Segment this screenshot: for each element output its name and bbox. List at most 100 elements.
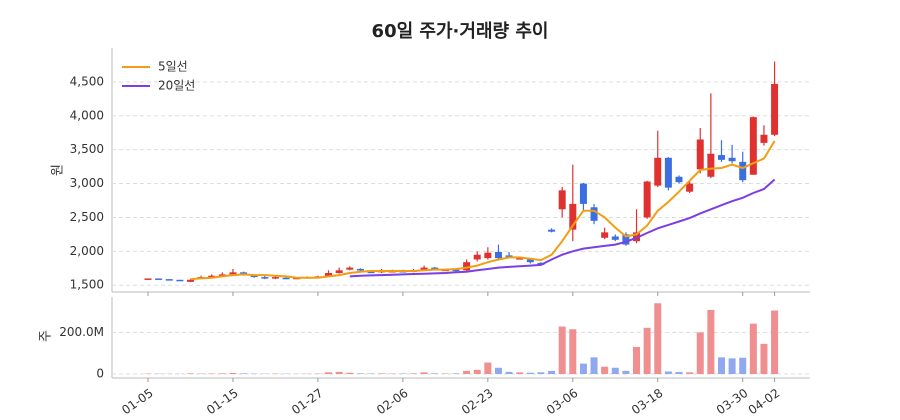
volume-bar: [494, 367, 502, 374]
x-tick-label: 03-06: [544, 386, 581, 417]
y-axis-label: 원: [51, 164, 66, 176]
candle-body: [186, 279, 194, 282]
volume-bar: [325, 372, 333, 374]
volume-bar: [558, 326, 566, 374]
volume-bar: [420, 372, 428, 374]
volume-tick-label: 200.0M: [59, 325, 104, 339]
volume-bar: [367, 373, 375, 374]
y-tick-label: 3,500: [70, 142, 104, 156]
volume-axis-label: 주: [39, 330, 54, 342]
volume-bar: [356, 373, 364, 374]
legend-label: 20일선: [158, 79, 195, 93]
volume-bar: [505, 371, 513, 374]
candle-body: [473, 254, 481, 260]
volume-bar: [760, 343, 768, 374]
candle-body: [208, 275, 216, 278]
volume-bar: [463, 370, 471, 374]
volume-bar: [739, 357, 747, 374]
candle-body: [346, 267, 354, 270]
volume-bar: [643, 327, 651, 374]
candle-body: [271, 277, 279, 279]
volume-bar: [664, 371, 672, 374]
candle-body: [494, 252, 502, 259]
volume-bar: [771, 310, 779, 374]
volume-tick-label: 0: [96, 367, 104, 381]
volume-bar: [378, 373, 386, 374]
candle-body: [526, 259, 534, 263]
candle-body: [452, 269, 460, 272]
candle-body: [155, 278, 163, 280]
candle-body: [590, 207, 598, 221]
candle-body: [548, 229, 556, 232]
x-tick-label: 03-30: [714, 386, 751, 417]
x-tick-label: 03-18: [629, 386, 666, 417]
volume-bar: [484, 362, 492, 374]
candle-body: [325, 273, 333, 277]
volume-bar: [240, 373, 248, 374]
volume-bar: [749, 323, 757, 374]
volume-bar: [186, 373, 194, 374]
volume-bar: [346, 372, 354, 374]
candle-body: [739, 161, 747, 181]
volume-bar: [452, 373, 460, 374]
y-tick-label: 1,500: [70, 278, 104, 292]
y-tick-label: 2,500: [70, 210, 104, 224]
candle-body: [463, 262, 471, 271]
candle-body: [431, 267, 439, 270]
candle-body: [611, 236, 619, 240]
volume-bar: [707, 309, 715, 374]
volume-bar: [208, 373, 216, 374]
volume-bar: [611, 367, 619, 374]
volume-bar: [526, 372, 534, 374]
candle-body: [261, 277, 269, 279]
candle-body: [558, 190, 566, 210]
candle-body: [282, 277, 290, 280]
volume-bar: [229, 372, 237, 374]
x-tick-label: 01-27: [289, 386, 326, 417]
candle-body: [505, 255, 513, 257]
ma-line: [349, 178, 776, 278]
volume-bar: [473, 369, 481, 374]
x-tick-label: 01-05: [119, 386, 156, 417]
ma-line: [190, 140, 776, 281]
candle-body: [664, 157, 672, 188]
y-tick-label: 2,000: [70, 244, 104, 258]
candle-body: [516, 258, 524, 260]
volume-bar: [686, 372, 694, 374]
candle-body: [654, 157, 662, 186]
volume-bar: [335, 371, 343, 374]
candle-body: [176, 279, 184, 282]
candle-body: [218, 274, 226, 276]
volume-bar: [728, 358, 736, 374]
candle-body: [728, 157, 736, 162]
candle-body: [229, 272, 237, 275]
x-tick-label: 01-15: [204, 386, 241, 417]
y-tick-label: 3,000: [70, 176, 104, 190]
candle-body: [144, 278, 152, 280]
volume-bar: [537, 372, 545, 374]
candle-body: [367, 271, 375, 274]
volume-bar: [633, 346, 641, 374]
volume-bar: [431, 373, 439, 374]
candle-body: [420, 267, 428, 271]
volume-bar: [399, 373, 407, 374]
candle-body: [686, 183, 694, 192]
volume-bar: [675, 371, 683, 374]
volume-bar: [548, 370, 556, 374]
volume-bar: [601, 366, 609, 374]
candle-body: [760, 134, 768, 143]
x-tick-label: 04-02: [746, 386, 783, 417]
x-tick-label: 02-06: [374, 386, 411, 417]
candle-body: [601, 232, 609, 238]
y-tick-label: 4,000: [70, 108, 104, 122]
candle-body: [707, 153, 715, 177]
volume-bar: [218, 373, 226, 374]
volume-bar: [654, 303, 662, 374]
y-tick-label: 4,500: [70, 74, 104, 88]
candle-body: [696, 139, 704, 170]
candle-body: [165, 279, 173, 281]
volume-bar: [590, 357, 598, 374]
candle-body: [771, 83, 779, 135]
chart-title: 60일 주가·거래량 추이: [372, 21, 549, 42]
